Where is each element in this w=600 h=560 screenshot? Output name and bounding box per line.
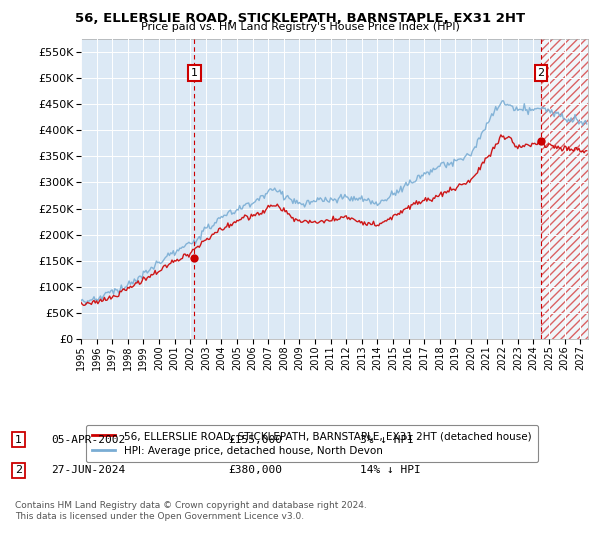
Text: 1: 1 bbox=[15, 435, 22, 445]
Text: 27-JUN-2024: 27-JUN-2024 bbox=[51, 465, 125, 475]
Text: 14% ↓ HPI: 14% ↓ HPI bbox=[360, 465, 421, 475]
Bar bbox=[541, 39, 588, 339]
Text: Price paid vs. HM Land Registry's House Price Index (HPI): Price paid vs. HM Land Registry's House … bbox=[140, 22, 460, 32]
Text: £380,000: £380,000 bbox=[228, 465, 282, 475]
Text: 1: 1 bbox=[191, 68, 198, 78]
Text: 2: 2 bbox=[538, 68, 545, 78]
Text: £155,000: £155,000 bbox=[228, 435, 282, 445]
Text: 56, ELLERSLIE ROAD, STICKLEPATH, BARNSTAPLE, EX31 2HT: 56, ELLERSLIE ROAD, STICKLEPATH, BARNSTA… bbox=[75, 12, 525, 25]
Text: 2: 2 bbox=[15, 465, 22, 475]
Text: 3% ↓ HPI: 3% ↓ HPI bbox=[360, 435, 414, 445]
Legend: 56, ELLERSLIE ROAD, STICKLEPATH, BARNSTAPLE, EX31 2HT (detached house), HPI: Ave: 56, ELLERSLIE ROAD, STICKLEPATH, BARNSTA… bbox=[86, 425, 538, 462]
Text: Contains HM Land Registry data © Crown copyright and database right 2024.
This d: Contains HM Land Registry data © Crown c… bbox=[15, 501, 367, 521]
Text: 05-APR-2002: 05-APR-2002 bbox=[51, 435, 125, 445]
